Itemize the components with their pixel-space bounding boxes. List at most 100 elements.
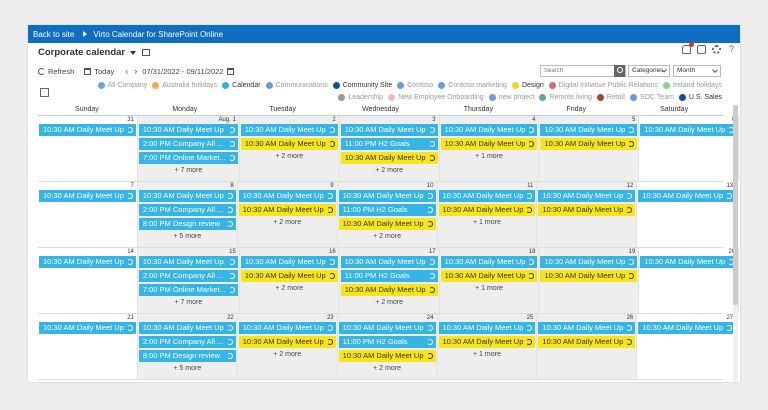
day-cell[interactable]: 15 10:30 AM Daily Meet Up 2:00 PM Company … (137, 248, 240, 313)
view-dropdown[interactable]: Month (673, 65, 721, 77)
legend-item[interactable]: Remote living (539, 93, 592, 102)
calendar-event[interactable]: 10:30 AM Daily Meet Up (538, 190, 636, 202)
categories-dropdown[interactable]: Categories (628, 65, 670, 77)
calendar-event[interactable]: 10:30 AM Daily Meet Up (240, 256, 338, 268)
calendar-event[interactable]: 10:30 AM Daily Meet Up (138, 190, 236, 202)
calendar-event[interactable]: 10:30 AM Daily Meet Up (340, 256, 438, 268)
calendar-event[interactable]: 10:30 AM Daily Meet Up (39, 190, 136, 202)
more-events-link[interactable]: + 1 more (473, 219, 501, 226)
more-events-link[interactable]: + 2 more (375, 299, 404, 306)
format-icon[interactable] (142, 49, 151, 56)
calendar-event[interactable]: 2:00 PM Company All ... (138, 270, 238, 282)
calendar-event[interactable]: 11:00 PM H2 Goals (340, 270, 438, 282)
legend-item[interactable]: Design (511, 81, 544, 90)
calendar-event[interactable]: 10:30 AM Daily Meet Up (340, 124, 438, 136)
day-cell[interactable]: 17 10:30 AM Daily Meet Up 11:00 PM H2 Goal… (339, 248, 440, 313)
more-events-link[interactable]: + 7 more (174, 167, 203, 174)
calendar-event[interactable]: 10:30 AM Daily Meet Up (238, 204, 336, 216)
calendar-event[interactable]: 10:30 AM Daily Meet Up (240, 138, 338, 150)
more-events-link[interactable]: + 1 more (473, 351, 501, 358)
calendar-event[interactable]: 10:30 AM Daily Meet Up (538, 336, 636, 348)
calendar-event[interactable]: 10:30 AM Daily Meet Up (438, 190, 536, 202)
legend-item[interactable]: Calendar (222, 81, 261, 90)
day-cell[interactable]: 4 10:30 AM Daily Meet Up 10:30 AM Daily Me… (439, 116, 540, 181)
calendar-event[interactable]: 10:30 AM Daily Meet Up (338, 322, 436, 334)
calendar-event[interactable]: 10:30 AM Daily Meet Up (438, 336, 536, 348)
more-events-link[interactable]: + 2 more (275, 285, 304, 292)
calendar-event[interactable]: 10:30 AM Daily Meet Up (340, 152, 438, 164)
day-cell[interactable]: 16 10:30 AM Daily Meet Up 10:30 AM Daily M… (239, 248, 340, 313)
back-to-site-link[interactable]: Back to site (33, 29, 75, 39)
day-cell[interactable]: 19 10:30 AM Daily Meet Up 10:30 AM Daily M… (539, 248, 640, 313)
more-events-link[interactable]: + 2 more (273, 351, 302, 358)
legend-item[interactable]: Contoso marketing (438, 81, 507, 90)
calendar-event[interactable]: 10:30 AM Daily Meet Up (538, 322, 636, 334)
day-cell[interactable]: 7 10:30 AM Daily Meet Up (38, 182, 138, 247)
calendar-event[interactable]: 10:30 AM Daily Meet Up (39, 322, 136, 334)
calendar-event[interactable]: 8:00 PM Design review (138, 218, 236, 230)
more-events-link[interactable]: + 2 more (373, 365, 401, 372)
notifications-icon[interactable] (682, 42, 694, 54)
calendar-event[interactable]: 8:00 PM Design review (138, 350, 236, 362)
legend-item[interactable]: Retail (596, 93, 625, 102)
day-cell[interactable]: 11 10:30 AM Daily Meet Up 10:30 AM Daily M… (437, 182, 538, 247)
legend-item[interactable]: Communications (265, 81, 328, 90)
search-icon[interactable] (614, 65, 625, 77)
day-cell[interactable]: 20 10:30 AM Daily Meet Up (639, 248, 740, 313)
more-events-link[interactable]: + 2 more (275, 153, 304, 160)
calendar-event[interactable]: 10:30 AM Daily Meet Up (138, 124, 238, 136)
calendar-event[interactable]: 10:30 AM Daily Meet Up (540, 270, 638, 282)
next-arrow-icon[interactable]: › (134, 66, 138, 76)
help-icon[interactable]: ? (728, 44, 734, 54)
day-cell[interactable]: 9 10:30 AM Daily Meet Up 10:30 AM Daily Me… (237, 182, 338, 247)
day-cell[interactable]: 26 10:30 AM Daily Meet Up 10:30 AM Daily M… (537, 314, 638, 379)
more-events-link[interactable]: + 1 more (475, 153, 503, 160)
calendar-event[interactable]: 10:30 AM Daily Meet Up (39, 124, 136, 136)
day-cell[interactable]: 12 10:30 AM Daily Meet Up 10:30 AM Daily M… (537, 182, 638, 247)
day-cell[interactable]: 18 10:30 AM Daily Meet Up 10:30 AM Daily M… (439, 248, 540, 313)
calendar-event[interactable]: 10:30 AM Daily Meet Up (340, 284, 438, 296)
day-cell[interactable]: 22 10:30 AM Daily Meet Up 2:00 PM Company … (137, 314, 238, 379)
day-cell[interactable]: 24 10:30 AM Daily Meet Up 11:00 PM H2 Goal… (337, 314, 438, 379)
legend-item[interactable]: Australia holidays (152, 81, 217, 90)
chevron-down-icon[interactable] (130, 50, 137, 55)
legend-item[interactable]: SOC Team (629, 93, 674, 102)
day-cell[interactable]: 10 10:30 AM Daily Meet Up 11:00 PM H2 Goal… (337, 182, 438, 247)
more-events-link[interactable]: + 5 more (173, 233, 202, 240)
day-cell[interactable]: 23 10:30 AM Daily Meet Up 10:30 AM Daily M… (237, 314, 338, 379)
day-cell[interactable]: 5 10:30 AM Daily Meet Up 10:30 AM Daily Me… (539, 116, 640, 181)
legend-item[interactable]: Community Site (332, 81, 392, 90)
select-all-checkbox[interactable] (40, 88, 49, 97)
day-cell[interactable]: 8 10:30 AM Daily Meet Up 2:00 PM Company A… (137, 182, 238, 247)
calendar-event[interactable]: 10:30 AM Daily Meet Up (538, 204, 636, 216)
date-picker-icon[interactable] (227, 67, 235, 75)
calendar-event[interactable]: 10:30 AM Daily Meet Up (338, 218, 436, 230)
calendar-event[interactable]: 10:30 AM Daily Meet Up (438, 204, 536, 216)
search-input[interactable] (540, 65, 626, 77)
gear-icon[interactable] (712, 45, 721, 54)
calendar-event[interactable]: 2:00 PM Company All ... (138, 138, 238, 150)
calendar-event[interactable]: 10:30 AM Daily Meet Up (440, 256, 538, 268)
refresh-button[interactable]: Refresh (38, 67, 74, 76)
calendar-event[interactable]: 2:00 PM Company All ... (138, 204, 236, 216)
calendar-event[interactable]: 10:30 AM Daily Meet Up (540, 138, 638, 150)
calendar-event[interactable]: 10:30 AM Daily Meet Up (440, 124, 538, 136)
calendar-event[interactable]: 10:30 AM Daily Meet Up (138, 256, 238, 268)
more-events-link[interactable]: + 2 more (373, 233, 401, 240)
scrollbar-thumb[interactable] (733, 105, 738, 305)
day-cell[interactable]: 2 10:30 AM Daily Meet Up 10:30 AM Daily Me… (239, 116, 340, 181)
prev-arrow-icon[interactable]: ‹ (125, 66, 129, 76)
more-events-link[interactable]: + 1 more (475, 285, 503, 292)
calendar-event[interactable]: 10:30 AM Daily Meet Up (240, 270, 338, 282)
calendar-event[interactable]: 10:30 AM Daily Meet Up (640, 256, 738, 268)
today-button[interactable]: Today (84, 67, 114, 76)
day-cell[interactable]: 31 10:30 AM Daily Meet Up (38, 116, 138, 181)
calendar-event[interactable]: 10:30 AM Daily Meet Up (638, 322, 736, 334)
calendar-event[interactable]: 10:30 AM Daily Meet Up (238, 336, 336, 348)
calendar-event[interactable]: 10:30 AM Daily Meet Up (39, 256, 136, 268)
calendar-event[interactable]: 10:30 AM Daily Meet Up (440, 270, 538, 282)
legend-item[interactable]: All Company (97, 81, 147, 90)
calendar-event[interactable]: 10:30 AM Daily Meet Up (440, 138, 538, 150)
more-events-link[interactable]: + 2 more (375, 167, 404, 174)
calendar-event[interactable]: 11:00 PM H2 Goals (340, 138, 438, 150)
